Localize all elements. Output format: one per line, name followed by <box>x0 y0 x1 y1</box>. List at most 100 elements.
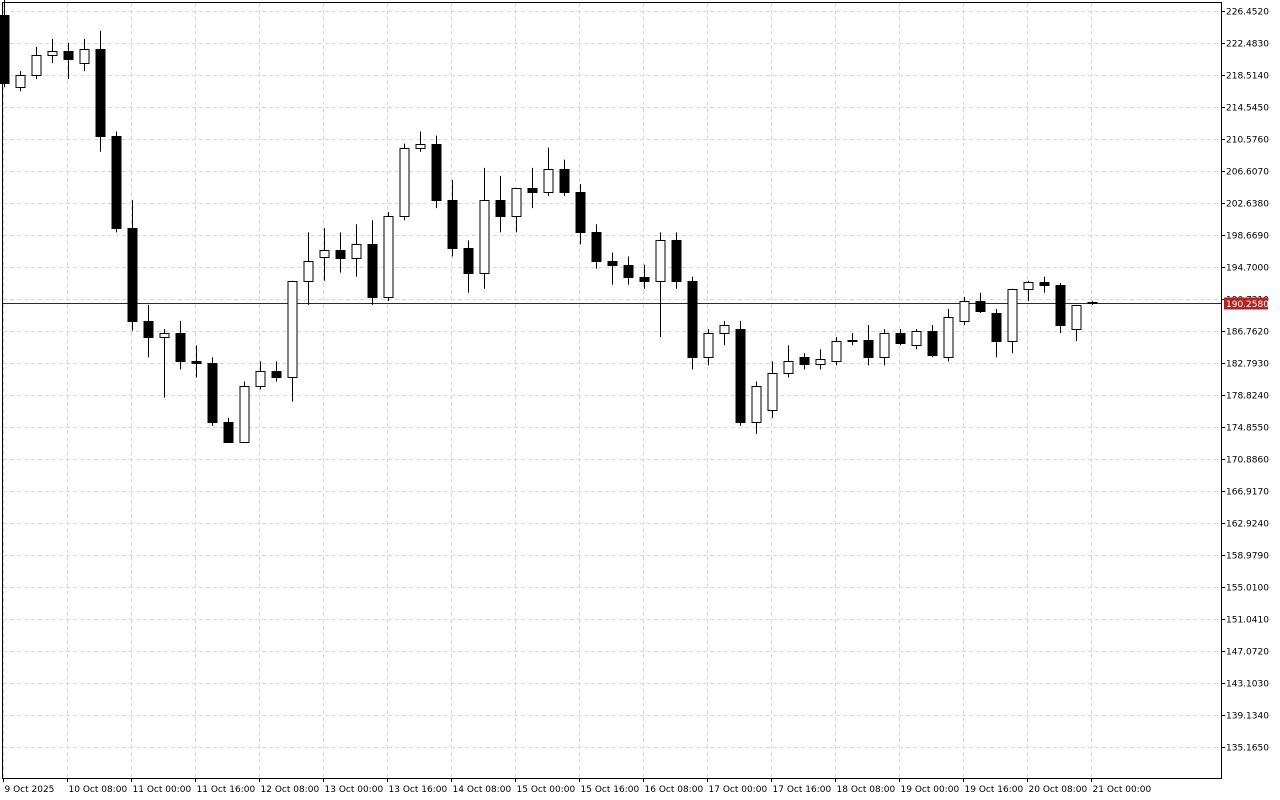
candle-body-bear <box>0 15 10 84</box>
candle <box>79 38 90 72</box>
candle <box>575 183 586 245</box>
candle-body-bull <box>479 200 490 274</box>
candle-body-bull <box>847 340 858 342</box>
x-tick-label: 17 Oct 00:00 <box>709 785 768 795</box>
candle-body-bear <box>63 51 74 60</box>
y-tick-label: 143.1030 <box>1226 680 1269 690</box>
candle-body-bear <box>127 228 138 322</box>
x-tick-label: 15 Oct 00:00 <box>517 785 576 795</box>
candles <box>0 0 1098 443</box>
current-price-text: 190.2580 <box>1226 300 1269 310</box>
candle-body-bear <box>975 301 986 312</box>
y-tick-label: 222.4830 <box>1226 40 1269 50</box>
candle <box>911 329 922 350</box>
current-price-label: 190.2580 <box>1224 297 1269 310</box>
candle-body-bear <box>559 169 570 193</box>
price-axis: 226.4520 222.4830 218.5140 214.5450 210.5760… <box>1221 8 1269 754</box>
candle <box>959 296 970 326</box>
candle-body-bear <box>335 250 346 259</box>
candle-body-bear <box>367 244 378 298</box>
candle-body-bull <box>303 261 314 282</box>
candle-body-bear <box>687 281 698 358</box>
candle-body-bull <box>255 371 266 387</box>
candle <box>351 224 362 277</box>
x-tick-label: 20 Oct 08:00 <box>1029 785 1088 795</box>
candle <box>895 329 906 346</box>
candle <box>607 252 618 285</box>
candle <box>799 353 810 370</box>
candle <box>751 381 762 434</box>
candle <box>159 329 170 398</box>
candle <box>735 321 746 426</box>
x-tick-label: 14 Oct 08:00 <box>453 785 512 795</box>
current-price-tag <box>1224 297 1268 310</box>
candle-body-bull <box>383 216 394 298</box>
candle <box>863 325 874 366</box>
candle <box>687 276 698 370</box>
y-tick-label: 198.6690 <box>1226 232 1269 242</box>
candle <box>191 345 202 378</box>
y-tick-label: 155.0100 <box>1226 584 1269 594</box>
candle-body-bull <box>15 75 26 88</box>
x-tick-label: 16 Oct 08:00 <box>645 785 704 795</box>
candle <box>767 361 778 418</box>
candle-body-bear <box>431 144 442 201</box>
candle <box>527 167 538 209</box>
candle <box>207 357 218 426</box>
candle <box>671 232 682 289</box>
candle-body-bull <box>1007 289 1018 342</box>
candle-body-bear <box>591 232 602 262</box>
x-tick-label: 11 Oct 16:00 <box>197 785 256 795</box>
candle-body-bull <box>1023 282 1034 290</box>
candle-body-bear <box>1055 285 1066 326</box>
candle <box>223 417 234 443</box>
candle <box>543 147 554 197</box>
candle <box>879 329 890 366</box>
candle-body-bull <box>1087 302 1098 304</box>
candle <box>15 71 26 92</box>
candle <box>719 321 730 346</box>
x-tick-label: 13 Oct 00:00 <box>325 785 384 795</box>
candle <box>1071 304 1082 342</box>
candle-body-bear <box>639 277 650 282</box>
candle-body-bear <box>623 265 634 278</box>
candle-body-bear <box>735 329 746 423</box>
candle <box>815 349 826 370</box>
candle <box>239 381 250 443</box>
candle-body-bear <box>863 340 874 358</box>
candle <box>1039 276 1050 293</box>
candle-body-bear <box>271 371 282 378</box>
x-tick-label: 13 Oct 16:00 <box>389 785 448 795</box>
candle <box>559 159 570 197</box>
candle <box>431 135 442 209</box>
candle <box>655 232 666 338</box>
candle <box>943 308 954 362</box>
candle-body-bear <box>447 200 458 249</box>
candle-body-bear <box>1039 282 1050 286</box>
candle-body-bull <box>815 359 826 365</box>
chart-grid <box>3 3 1221 778</box>
y-tick-label: 135.1650 <box>1226 744 1269 754</box>
candle <box>383 212 394 301</box>
candle <box>335 232 346 273</box>
candle-body-bull <box>719 325 730 334</box>
candle <box>367 220 378 305</box>
candle <box>639 264 650 289</box>
candle <box>0 0 10 88</box>
candle <box>303 232 314 305</box>
candle-body-bull <box>1071 305 1082 330</box>
candle-body-bull <box>31 55 42 76</box>
candle-body-bear <box>191 361 202 364</box>
y-tick-label: 170.8860 <box>1226 456 1269 466</box>
candle-body-bear <box>895 333 906 344</box>
candle-body-bull <box>399 148 410 217</box>
candle <box>479 167 490 289</box>
y-tick-label: 206.6070 <box>1226 168 1269 178</box>
x-tick-label: 21 Oct 00:00 <box>1093 785 1152 795</box>
candle <box>975 292 986 313</box>
candle-body-bull <box>911 331 922 346</box>
y-tick-label: 194.7000 <box>1226 264 1269 274</box>
plot-frame <box>2 2 1222 779</box>
candle-body-bear <box>223 422 234 443</box>
